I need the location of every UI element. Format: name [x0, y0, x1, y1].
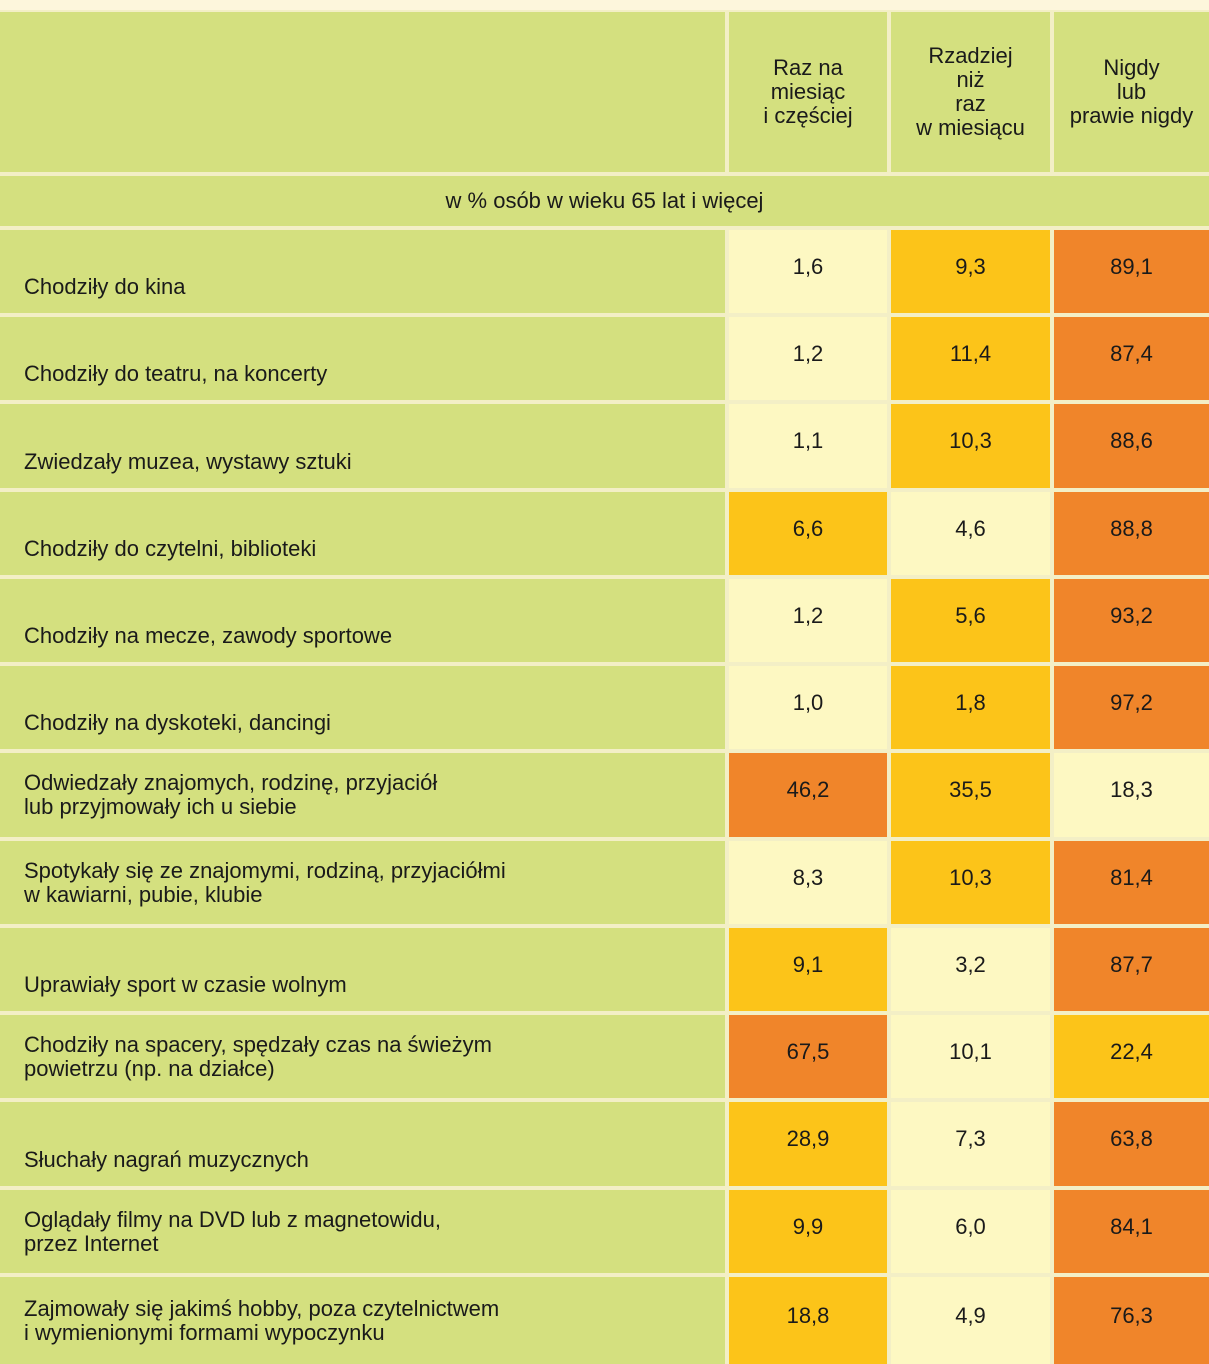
value-cell: 84,1	[1054, 1190, 1209, 1273]
value-cell: 1,1	[729, 404, 887, 488]
subheader: w % osób w wieku 65 lat i więcej	[0, 176, 1209, 226]
value-cell: 1,2	[729, 579, 887, 662]
column-header: Nigdy lub prawie nigdy	[1054, 12, 1209, 172]
value-cell: 81,4	[1054, 841, 1209, 924]
value-cell: 9,3	[891, 230, 1050, 313]
value-cell: 10,1	[891, 1015, 1050, 1098]
value-cell: 6,0	[891, 1190, 1050, 1273]
value-cell: 46,2	[729, 753, 887, 837]
value-cell: 1,0	[729, 666, 887, 749]
row-label: Chodziły do teatru, na koncerty	[0, 317, 725, 400]
row-label: Oglądały filmy na DVD lub z magnetowidu,…	[0, 1190, 725, 1273]
value-cell: 3,2	[891, 928, 1050, 1011]
value-cell: 87,4	[1054, 317, 1209, 400]
row-label: Zwiedzały muzea, wystawy sztuki	[0, 404, 725, 488]
value-cell: 89,1	[1054, 230, 1209, 313]
value-cell: 67,5	[729, 1015, 887, 1098]
value-cell: 9,1	[729, 928, 887, 1011]
row-label: Chodziły na dyskoteki, dancingi	[0, 666, 725, 749]
top-strip	[0, 0, 1209, 10]
row-label: Chodziły na spacery, spędzały czas na św…	[0, 1015, 725, 1098]
row-label: Odwiedzały znajomych, rodzinę, przyjació…	[0, 753, 725, 837]
value-cell: 88,6	[1054, 404, 1209, 488]
value-cell: 1,2	[729, 317, 887, 400]
value-cell: 76,3	[1054, 1277, 1209, 1364]
value-cell: 88,8	[1054, 492, 1209, 575]
value-cell: 22,4	[1054, 1015, 1209, 1098]
column-header: Rzadziej niż raz w miesiącu	[891, 12, 1050, 172]
value-cell: 18,3	[1054, 753, 1209, 837]
value-cell: 93,2	[1054, 579, 1209, 662]
value-cell: 28,9	[729, 1102, 887, 1186]
row-label: Zajmowały się jakimś hobby, poza czyteln…	[0, 1277, 725, 1364]
value-cell: 4,6	[891, 492, 1050, 575]
value-cell: 5,6	[891, 579, 1050, 662]
row-label: Chodziły do czytelni, biblioteki	[0, 492, 725, 575]
row-label: Chodziły do kina	[0, 230, 725, 313]
value-cell: 4,9	[891, 1277, 1050, 1364]
row-label: Spotykały się ze znajomymi, rodziną, prz…	[0, 841, 725, 924]
value-cell: 97,2	[1054, 666, 1209, 749]
value-cell: 1,8	[891, 666, 1050, 749]
row-label: Chodziły na mecze, zawody sportowe	[0, 579, 725, 662]
value-cell: 6,6	[729, 492, 887, 575]
value-cell: 87,7	[1054, 928, 1209, 1011]
value-cell: 10,3	[891, 841, 1050, 924]
value-cell: 8,3	[729, 841, 887, 924]
value-cell: 10,3	[891, 404, 1050, 488]
value-cell: 7,3	[891, 1102, 1050, 1186]
row-label: Słuchały nagrań muzycznych	[0, 1102, 725, 1186]
value-cell: 18,8	[729, 1277, 887, 1364]
value-cell: 63,8	[1054, 1102, 1209, 1186]
value-cell: 35,5	[891, 753, 1050, 837]
column-header: Raz na miesiąc i częściej	[729, 12, 887, 172]
value-cell: 1,6	[729, 230, 887, 313]
row-label: Uprawiały sport w czasie wolnym	[0, 928, 725, 1011]
value-cell: 9,9	[729, 1190, 887, 1273]
header-corner	[0, 12, 725, 172]
value-cell: 11,4	[891, 317, 1050, 400]
